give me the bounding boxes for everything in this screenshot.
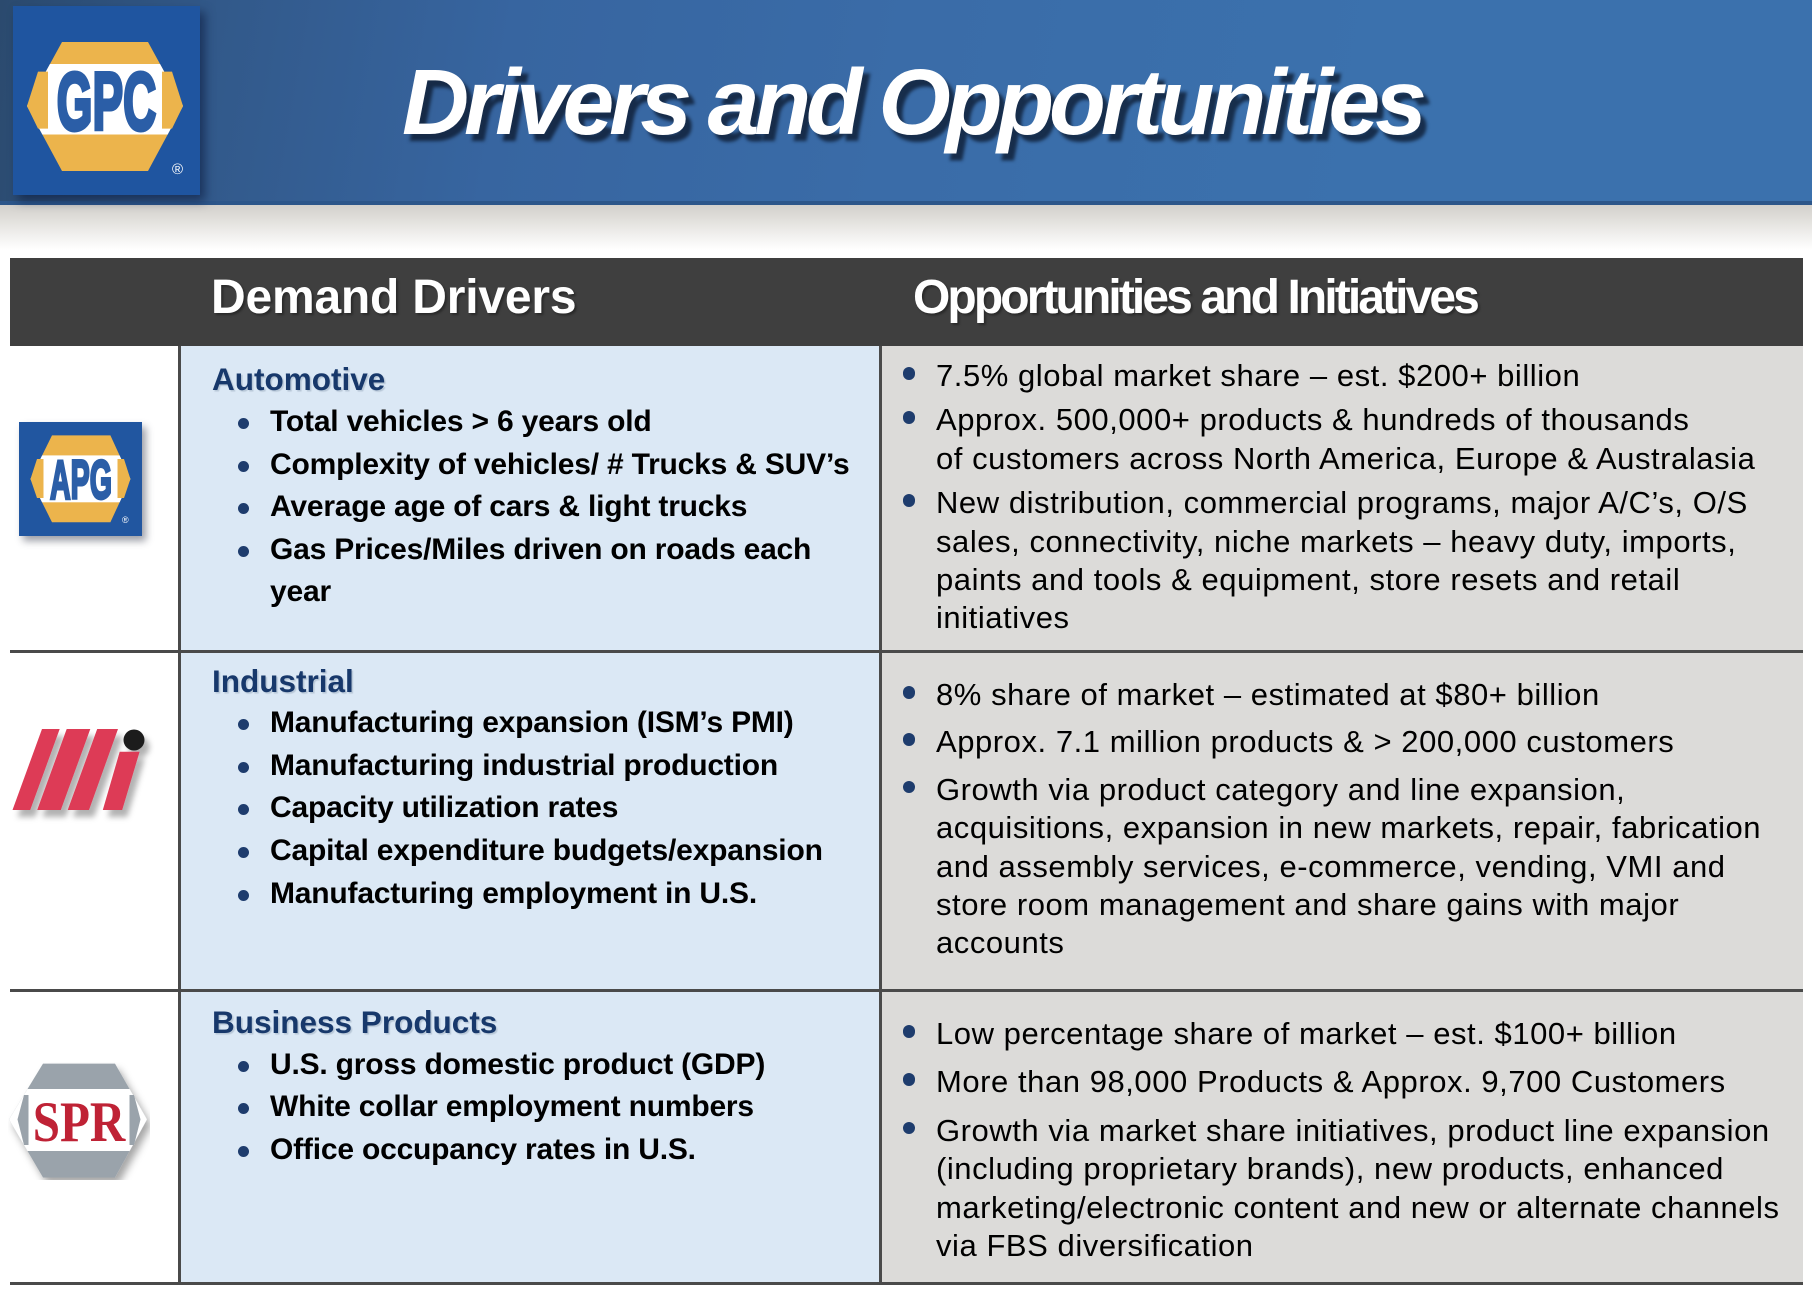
- svg-text:SPR: SPR: [33, 1092, 126, 1154]
- svg-text:APG: APG: [50, 450, 112, 511]
- svg-text:®: ®: [172, 161, 183, 178]
- svg-text:GPC: GPC: [57, 57, 156, 148]
- svg-text:®: ®: [122, 515, 129, 525]
